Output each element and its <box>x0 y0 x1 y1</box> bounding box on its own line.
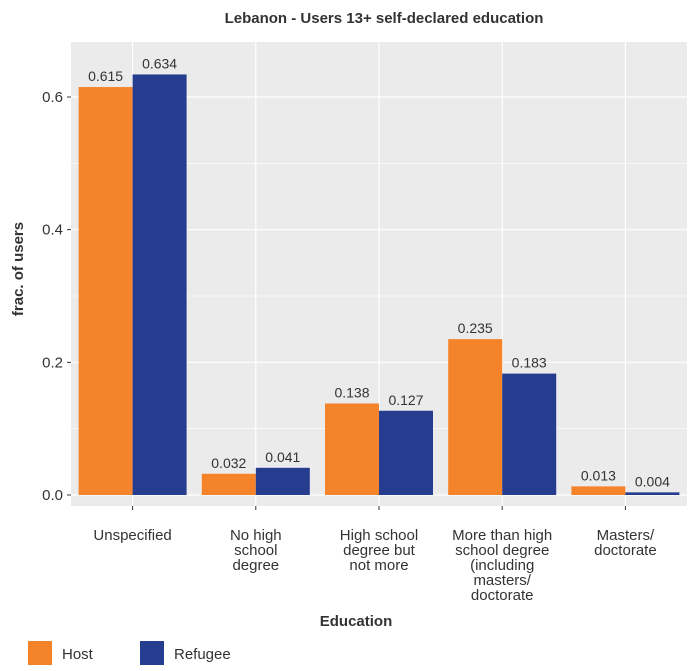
data-label: 0.235 <box>458 320 493 336</box>
bar-refugee-1 <box>255 467 310 495</box>
x-tick-label-line: degree <box>232 557 279 574</box>
x-tick-label: Masters/doctorate <box>594 527 657 559</box>
data-label: 0.138 <box>334 384 369 400</box>
x-tick-label-line: No high <box>230 527 282 544</box>
x-tick-label-line: masters/ <box>473 572 531 589</box>
data-label: 0.634 <box>142 55 177 71</box>
data-label: 0.041 <box>265 449 300 465</box>
x-axis-title: Education <box>320 613 393 630</box>
data-label: 0.013 <box>581 467 616 483</box>
bar-refugee-0 <box>132 74 187 496</box>
legend-label-host: Host <box>62 646 94 663</box>
x-tick-label-line: Masters/ <box>597 527 655 544</box>
legend: Host Refugee <box>28 641 231 665</box>
x-tick-label-line: degree but <box>343 542 416 559</box>
x-tick-label-line: doctorate <box>471 587 534 604</box>
legend-swatch-host <box>28 641 52 665</box>
x-tick-label-line: More than high <box>452 527 552 544</box>
bar-host-1 <box>201 473 256 495</box>
y-tick-label: 0.6 <box>42 89 63 106</box>
x-tick-label-line: (including <box>470 557 534 574</box>
x-tick-label-line: Unspecified <box>93 527 171 544</box>
data-label: 0.032 <box>211 455 246 471</box>
y-axis-title: frac. of users <box>10 222 27 316</box>
x-tick-label-line: High school <box>340 527 418 544</box>
x-axis: Unspecified No high school degree High schoo… <box>93 506 657 604</box>
y-tick-label: 0.2 <box>42 354 63 371</box>
bar-host-2 <box>325 403 379 495</box>
bar-host-0 <box>78 87 133 496</box>
x-tick-label: Unspecified <box>93 527 171 544</box>
y-axis: 0.0 0.2 0.4 0.6 <box>42 89 71 504</box>
bar-refugee-4 <box>625 492 680 495</box>
data-label: 0.183 <box>512 355 547 371</box>
x-tick-label: More than high school degree (including mas… <box>452 527 552 604</box>
bar-host-3 <box>448 339 503 495</box>
legend-swatch-refugee <box>140 641 164 665</box>
data-label: 0.615 <box>88 68 123 84</box>
legend-label-refugee: Refugee <box>174 646 231 663</box>
data-label: 0.127 <box>388 392 423 408</box>
x-tick-label-line: doctorate <box>594 542 657 559</box>
bar-refugee-2 <box>379 410 433 495</box>
y-tick-label: 0.0 <box>42 487 63 504</box>
bar-refugee-3 <box>502 373 557 495</box>
data-labels: 0.615 0.032 0.138 0.235 0.013 0.634 0.041 0.127… <box>88 55 670 489</box>
y-tick-label: 0.4 <box>42 222 63 239</box>
bars <box>78 74 680 496</box>
x-tick-label-line: school <box>234 542 277 559</box>
chart-title: Lebanon - Users 13+ self-declared educat… <box>225 10 544 27</box>
x-tick-label: High school degree but not more <box>340 527 418 574</box>
x-tick-label: No high school degree <box>230 527 282 574</box>
data-label: 0.004 <box>635 473 670 489</box>
bar-host-4 <box>571 486 626 495</box>
x-tick-label-line: school degree <box>455 542 549 559</box>
x-tick-label-line: not more <box>349 557 408 574</box>
